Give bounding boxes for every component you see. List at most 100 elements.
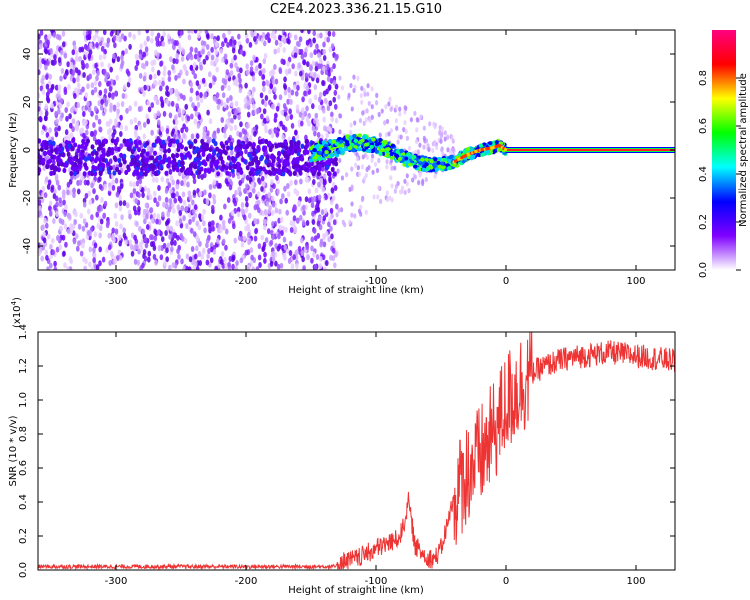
spectrogram-noise-cell (283, 244, 288, 251)
spectrogram-signal-cell (386, 147, 391, 152)
spectrogram-noise-cell (306, 61, 310, 68)
spectrogram-noise-cell (211, 220, 215, 227)
spectrogram-noise-cell (212, 248, 217, 255)
spectrogram-noise-cell (39, 110, 43, 117)
spectrogram-noise-cell (135, 220, 139, 227)
spectrogram-noise-cell (405, 181, 409, 187)
spectrogram-signal-cell (209, 161, 214, 168)
spectrogram-noise-cell (271, 78, 276, 85)
spectrogram-noise-cell (276, 245, 281, 252)
spectrogram-noise-cell (293, 52, 298, 59)
spectrogram-noise-cell (371, 169, 375, 175)
spectrogram-noise-cell (237, 114, 241, 121)
spectrogram-noise-cell (324, 194, 328, 201)
spectrogram-noise-cell (53, 54, 57, 61)
spectrogram-signal-cell (86, 155, 91, 161)
snr-frame (37, 331, 676, 571)
spectrogram-noise-cell (326, 36, 331, 43)
spectrogram-noise-cell (331, 240, 336, 247)
spectrogram-noise-cell (197, 224, 202, 231)
spectrogram-signal-cell (74, 154, 79, 160)
spectrogram-signal-cell (62, 167, 67, 174)
spectrogram-noise-cell (54, 84, 59, 91)
spectrogram-noise-cell (361, 110, 365, 116)
spectrogram-noise-cell (67, 134, 71, 141)
spectrogram-noise-cell (388, 96, 392, 102)
spectrogram-noise-cell (246, 265, 250, 270)
spectrogram-noise-cell (161, 211, 165, 218)
spectrogram-noise-cell (187, 34, 192, 41)
spectrogram-noise-cell (255, 65, 259, 72)
spectrogram-noise-cell (147, 250, 152, 257)
spectrogram-noise-cell (117, 234, 122, 241)
spectrogram-noise-cell (214, 265, 218, 270)
spectrogram-noise-cell (190, 30, 195, 34)
spectrogram-noise-cell (38, 33, 41, 40)
spectrogram-noise-cell (153, 197, 157, 204)
spectrogram-noise-cell (310, 245, 314, 252)
spectrogram-noise-cell (303, 110, 308, 117)
spectrogram-signal-cell (254, 170, 259, 176)
spectrogram-noise-cell (45, 83, 50, 90)
spectrogram-noise-cell (109, 30, 114, 37)
spectrogram-signal-cell (64, 162, 69, 168)
spectrogram-noise-cell (428, 121, 432, 127)
spectrogram-noise-cell (73, 218, 77, 225)
spectrogram-noise-cell (182, 94, 186, 101)
spectrogram-x-tick-label: -100 (365, 276, 388, 287)
spectrogram-noise-cell (194, 110, 199, 117)
spectrogram-noise-cell (107, 244, 112, 251)
spectrogram-noise-cell (198, 190, 203, 197)
spectrogram-noise-cell (47, 205, 52, 212)
spectrogram-noise-cell (122, 163, 127, 170)
spectrogram-noise-cell (180, 258, 184, 265)
spectrogram-noise-cell (274, 112, 278, 119)
spectrogram-noise-cell (188, 256, 193, 263)
spectrogram-signal-cell (239, 169, 244, 175)
spectrogram-noise-cell (208, 136, 212, 143)
spectrogram-noise-cell (329, 225, 333, 232)
spectrogram-signal-cell (67, 143, 72, 149)
spectrogram-noise-cell (250, 31, 255, 38)
spectrogram-signal-cell (378, 151, 383, 156)
spectrogram-noise-cell (438, 129, 442, 135)
spectrogram-noise-cell (200, 214, 205, 221)
spectrogram-noise-cell (166, 225, 170, 232)
spectrogram-noise-cell (263, 257, 267, 264)
spectrogram-noise-cell (166, 211, 170, 218)
spectrogram-noise-cell (120, 214, 124, 221)
spectrogram-noise-cell (112, 53, 116, 60)
spectrogram-signal-cell (407, 162, 413, 167)
spectrogram-noise-cell (305, 219, 310, 226)
spectrogram-noise-cell (150, 234, 155, 241)
spectrogram-noise-cell (307, 30, 311, 35)
spectrogram-noise-cell (108, 85, 113, 92)
spectrogram-noise-cell (122, 84, 127, 91)
spectrogram-noise-cell (112, 35, 117, 42)
spectrogram-noise-cell (160, 125, 165, 132)
spectrogram-noise-cell (270, 132, 275, 139)
snr-x-tick-label: 0 (503, 576, 509, 587)
spectrogram-noise-cell (433, 124, 437, 130)
spectrogram-signal-cell (350, 142, 355, 147)
spectrogram-signal-cell (205, 145, 210, 152)
spectrogram-noise-cell (156, 213, 161, 220)
spectrogram-noise-cell (260, 185, 264, 192)
spectrogram-noise-cell (325, 132, 330, 139)
spectrogram-signal-cell (163, 148, 168, 154)
spectrogram-noise-cell (247, 212, 252, 219)
spectrogram-noise-cell (192, 173, 196, 180)
spectrogram-noise-cell (317, 194, 322, 201)
spectrogram-noise-cell (395, 125, 399, 131)
spectrogram-noise-cell (285, 209, 290, 216)
spectrogram-noise-cell (98, 89, 103, 96)
spectrogram-noise-cell (297, 245, 302, 252)
spectrogram-signal-cell (390, 143, 396, 148)
spectrogram-signal-cell (137, 147, 142, 153)
spectrogram-noise-cell (115, 35, 120, 42)
spectrogram-noise-cell (227, 111, 232, 118)
spectrogram-noise-cell (190, 245, 195, 252)
spectrogram-signal-cell (503, 148, 508, 152)
spectrogram-noise-cell (273, 86, 277, 93)
spectrogram-noise-cell (146, 35, 150, 42)
